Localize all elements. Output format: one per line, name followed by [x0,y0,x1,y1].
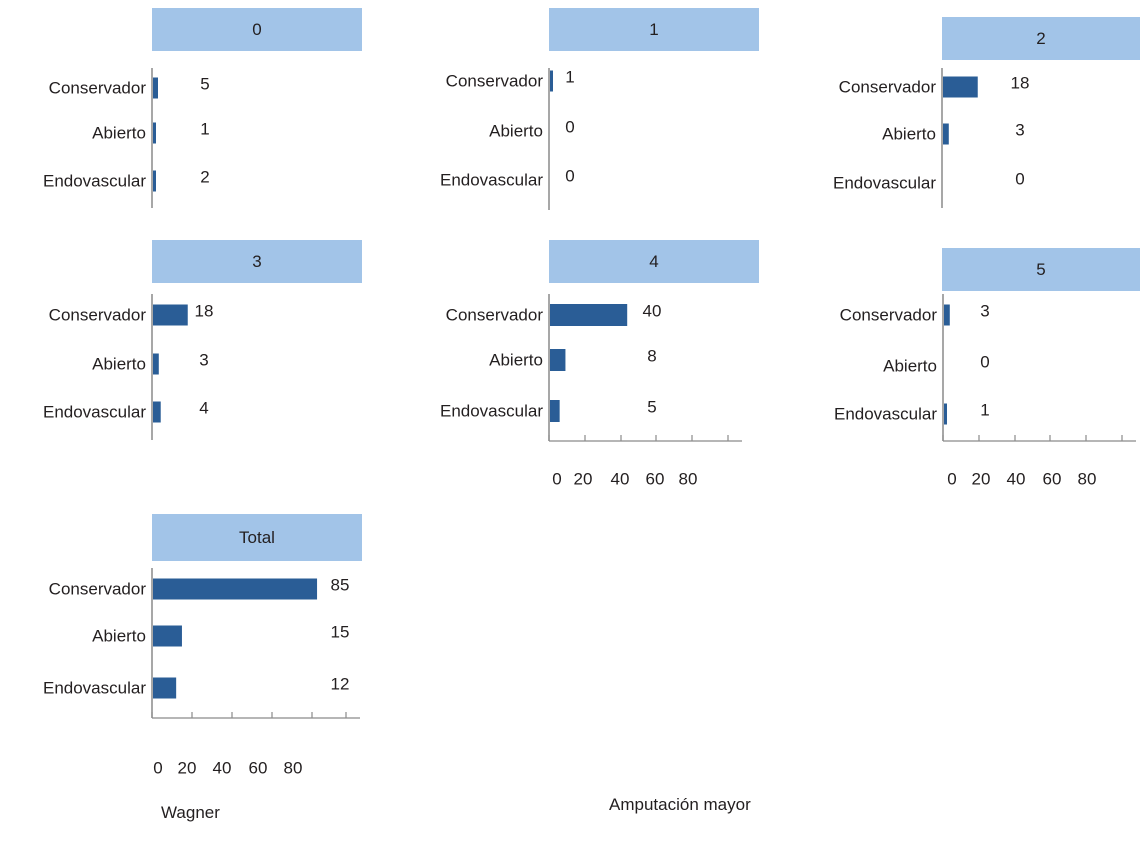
bar-3-1 [153,353,159,375]
category-label-6-0: Conservador [49,579,147,598]
tick-label-4-4: 80 [679,469,698,488]
facet-variable-label: Wagner [161,803,220,822]
category-label-5-2: Endovascular [834,404,937,423]
category-label-3-1: Abierto [92,354,146,373]
category-label-2-0: Conservador [839,77,937,96]
bar-0-0 [153,77,158,99]
bar-4-0 [550,304,628,326]
value-label-5-1: 0 [980,352,989,371]
value-label-1-0: 1 [565,67,574,86]
category-label-2-2: Endovascular [833,173,936,192]
bar-0-1 [153,122,156,144]
category-label-0-1: Abierto [92,123,146,142]
value-label-1-2: 0 [565,166,574,185]
tick-label-4-3: 60 [646,469,665,488]
bar-5-0 [944,304,950,326]
tick-label-6-3: 60 [249,758,268,777]
tick-label-5-3: 60 [1043,469,1062,488]
value-label-6-2: 12 [331,674,350,693]
value-label-2-2: 0 [1015,169,1024,188]
tick-label-4-1: 20 [574,469,593,488]
bar-5-2 [944,403,947,425]
value-label-2-0: 18 [1011,73,1030,92]
category-label-6-2: Endovascular [43,678,146,697]
value-label-0-1: 1 [200,119,209,138]
panel-header-5 [942,248,1140,291]
panel-header-3 [152,240,362,283]
category-label-1-2: Endovascular [440,170,543,189]
value-label-0-2: 2 [200,167,209,186]
tick-label-6-1: 20 [178,758,197,777]
bar-6-1 [153,625,182,647]
bar-2-0 [943,76,978,98]
category-label-1-1: Abierto [489,121,543,140]
tick-label-6-4: 80 [284,758,303,777]
panel-header-0 [152,8,362,51]
panel-title-4: 4 [649,252,658,271]
bar-6-2 [153,677,177,699]
tick-label-6-0: 0 [153,758,162,777]
value-label-3-0: 18 [195,301,214,320]
panel-header-6 [152,514,362,561]
panel-title-0: 0 [252,20,261,39]
panel-header-4 [549,240,759,283]
bar-2-1 [943,123,949,145]
bar-6-0 [153,578,318,600]
panel-title-2: 2 [1036,29,1045,48]
panel-title-5: 5 [1036,260,1045,279]
bar-4-2 [550,400,560,422]
panel-title-1: 1 [649,20,658,39]
category-label-3-2: Endovascular [43,402,146,421]
tick-label-4-0: 0 [552,469,561,488]
category-label-5-1: Abierto [883,356,937,375]
value-label-2-1: 3 [1015,120,1024,139]
value-label: Amputación mayor [609,795,751,814]
value-label-3-2: 4 [199,398,208,417]
category-label-4-0: Conservador [446,305,544,324]
value-label-5-0: 3 [980,301,989,320]
bar-0-2 [153,170,156,192]
value-label-1-1: 0 [565,117,574,136]
category-label-4-1: Abierto [489,350,543,369]
category-label-5-0: Conservador [840,305,938,324]
tick-label-5-0: 0 [947,469,956,488]
value-label-6-0: 85 [331,575,350,594]
category-label-3-0: Conservador [49,305,147,324]
category-label-0-0: Conservador [49,78,147,97]
value-label-5-2: 1 [980,400,989,419]
category-label-0-2: Endovascular [43,171,146,190]
bar-3-2 [153,401,161,423]
value-label-4-1: 8 [647,346,656,365]
tick-label-4-2: 40 [611,469,630,488]
value-label-4-0: 40 [643,301,662,320]
value-label-0-0: 5 [200,74,209,93]
category-label-1-0: Conservador [446,71,544,90]
tick-label-6-2: 40 [213,758,232,777]
panel-header-2 [942,17,1140,60]
category-label-6-1: Abierto [92,626,146,645]
value-label-4-2: 5 [647,397,656,416]
value-label-3-1: 3 [199,350,208,369]
tick-label-5-4: 80 [1078,469,1097,488]
panel-title-6: Total [239,528,275,547]
bar-1-0 [550,70,553,92]
panel-title-3: 3 [252,252,261,271]
category-label-2-1: Abierto [882,124,936,143]
tick-label-5-1: 20 [972,469,991,488]
bar-4-1 [550,349,566,371]
panel-header-1 [549,8,759,51]
tick-label-5-2: 40 [1007,469,1026,488]
category-label-4-2: Endovascular [440,401,543,420]
bar-3-0 [153,304,188,326]
value-label-6-1: 15 [331,622,350,641]
